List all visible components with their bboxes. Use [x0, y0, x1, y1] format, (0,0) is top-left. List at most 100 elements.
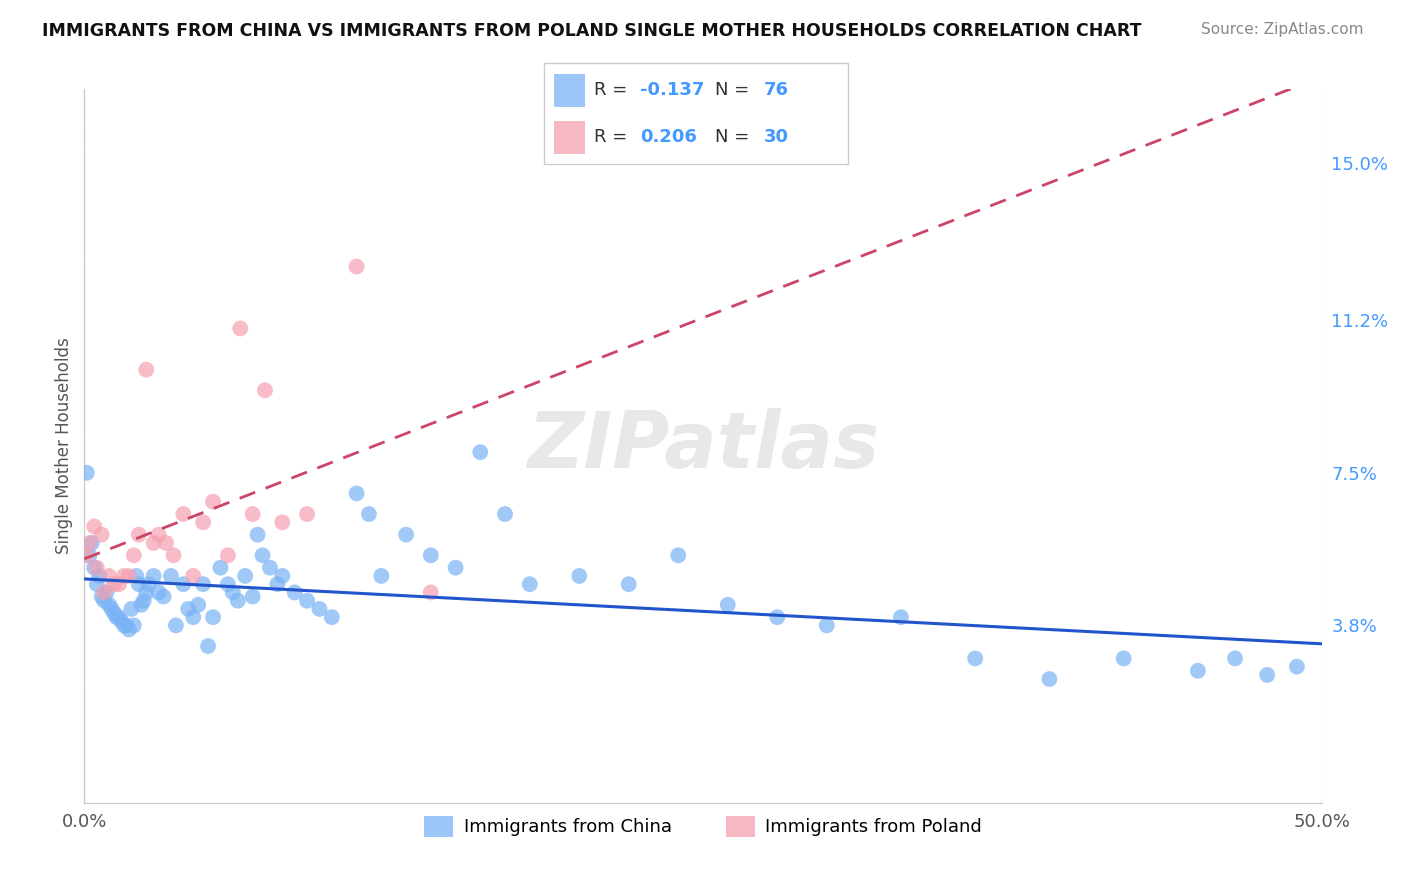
Y-axis label: Single Mother Households: Single Mother Households — [55, 338, 73, 554]
Point — [444, 560, 467, 574]
Point — [568, 569, 591, 583]
Point — [1187, 664, 1209, 678]
Point — [295, 593, 318, 607]
Point — [128, 577, 150, 591]
Point — [177, 602, 200, 616]
Point — [135, 362, 157, 376]
Bar — [554, 74, 585, 106]
Point — [295, 507, 318, 521]
Point — [666, 549, 689, 563]
Text: -0.137: -0.137 — [640, 81, 704, 99]
Point — [222, 585, 245, 599]
Point — [172, 577, 194, 591]
Point — [229, 321, 252, 335]
Point — [494, 507, 516, 521]
Point — [890, 610, 912, 624]
Point — [181, 610, 204, 624]
Point — [125, 569, 148, 583]
Point — [138, 577, 160, 591]
Point — [191, 577, 214, 591]
Text: 0.206: 0.206 — [640, 128, 697, 146]
Point — [172, 507, 194, 521]
Text: N =: N = — [714, 81, 755, 99]
Point — [108, 577, 131, 591]
Point — [519, 577, 541, 591]
Point — [202, 494, 225, 508]
Point — [165, 618, 187, 632]
Point — [86, 560, 108, 574]
Point — [242, 507, 264, 521]
Text: N =: N = — [714, 128, 755, 146]
Point — [253, 384, 276, 398]
Point — [112, 618, 135, 632]
Point — [128, 527, 150, 541]
Point — [271, 569, 294, 583]
Point — [148, 585, 170, 599]
Point — [617, 577, 640, 591]
Point — [122, 549, 145, 563]
Point — [209, 560, 232, 574]
Point — [271, 516, 294, 530]
Point — [155, 536, 177, 550]
Point — [93, 585, 115, 599]
Point — [321, 610, 343, 624]
Point — [100, 602, 122, 616]
Point — [129, 598, 152, 612]
Point — [103, 577, 125, 591]
Point — [112, 569, 135, 583]
Legend: Immigrants from China, Immigrants from Poland: Immigrants from China, Immigrants from P… — [416, 808, 990, 844]
Point — [120, 602, 142, 616]
Text: R =: R = — [593, 128, 633, 146]
Point — [815, 618, 838, 632]
Point — [118, 569, 141, 583]
Point — [965, 651, 987, 665]
Point — [470, 445, 492, 459]
Point — [217, 549, 239, 563]
Text: 30: 30 — [763, 128, 789, 146]
Point — [76, 549, 98, 563]
Point — [217, 577, 239, 591]
Point — [79, 536, 101, 550]
Point — [197, 639, 219, 653]
Point — [90, 527, 112, 541]
Point — [187, 598, 209, 612]
Point — [1256, 668, 1278, 682]
Point — [259, 560, 281, 574]
Point — [160, 569, 183, 583]
Point — [226, 593, 249, 607]
Text: R =: R = — [593, 81, 633, 99]
Point — [191, 516, 214, 530]
Point — [1285, 659, 1308, 673]
FancyBboxPatch shape — [544, 63, 848, 164]
Point — [115, 618, 138, 632]
Point — [108, 610, 131, 624]
Point — [308, 602, 330, 616]
Point — [96, 585, 118, 599]
Text: ZIPatlas: ZIPatlas — [527, 408, 879, 484]
Bar — [554, 121, 585, 153]
Point — [370, 569, 392, 583]
Point — [86, 577, 108, 591]
Point — [148, 527, 170, 541]
Point — [252, 549, 274, 563]
Point — [246, 527, 269, 541]
Point — [419, 549, 441, 563]
Point — [98, 569, 121, 583]
Point — [90, 590, 112, 604]
Point — [83, 519, 105, 533]
Text: 76: 76 — [763, 81, 789, 99]
Point — [83, 560, 105, 574]
Point — [98, 598, 121, 612]
Point — [233, 569, 256, 583]
Point — [357, 507, 380, 521]
Point — [419, 585, 441, 599]
Point — [717, 598, 740, 612]
Point — [89, 569, 111, 583]
Point — [766, 610, 789, 624]
Text: Source: ZipAtlas.com: Source: ZipAtlas.com — [1201, 22, 1364, 37]
Point — [346, 486, 368, 500]
Point — [142, 536, 165, 550]
Point — [122, 618, 145, 632]
Point — [80, 536, 103, 550]
Point — [93, 593, 115, 607]
